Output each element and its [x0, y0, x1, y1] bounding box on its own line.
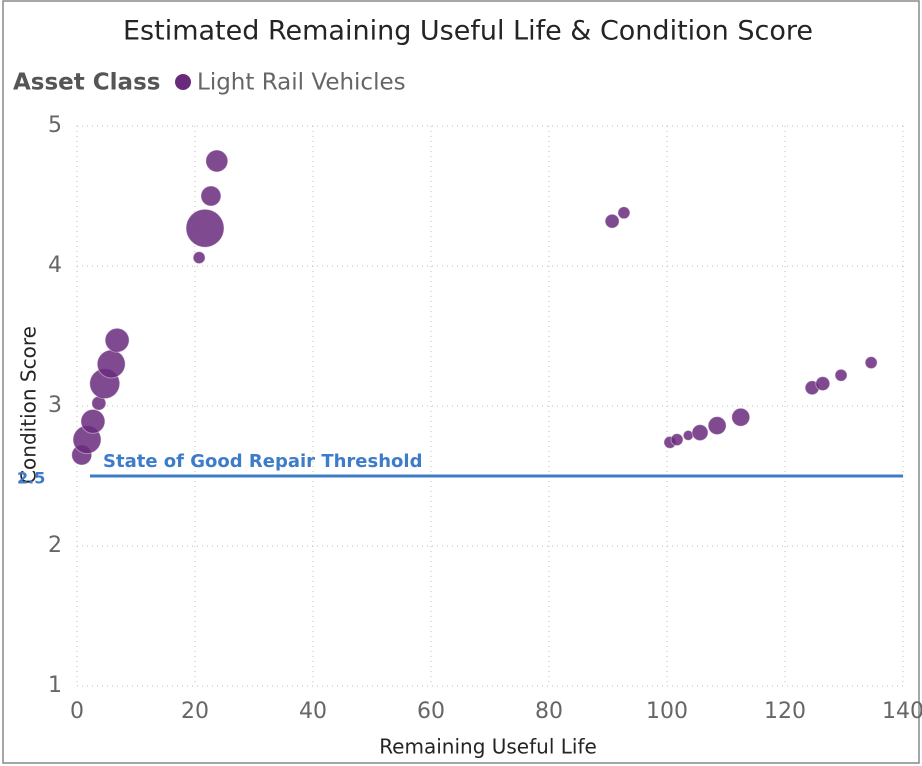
bubble [200, 185, 222, 207]
y-tick-label: 3 [48, 393, 62, 418]
y-tick-label: 2 [48, 533, 62, 558]
legend-title: Asset Class [13, 70, 160, 96]
bubble [707, 416, 727, 436]
bubble [670, 433, 684, 447]
x-tick-label: 100 [646, 699, 688, 724]
bubble [815, 376, 831, 392]
chart-title: Estimated Remaining Useful Life & Condit… [123, 16, 813, 47]
x-tick-label: 80 [535, 699, 563, 724]
y-tick-label: 1 [48, 673, 62, 698]
bubble [185, 208, 225, 248]
bubble [617, 206, 631, 220]
x-axis-label: Remaining Useful Life [379, 735, 597, 759]
bubble [80, 408, 106, 434]
x-tick-label: 40 [299, 699, 327, 724]
x-tick-label: 0 [70, 699, 84, 724]
bubble [104, 327, 130, 353]
y-tick-label: 5 [48, 113, 62, 138]
x-tick-label: 60 [417, 699, 445, 724]
bubble [834, 368, 848, 382]
bubble [864, 356, 878, 370]
x-tick-label: 20 [181, 699, 209, 724]
threshold-value: 2.5 [17, 469, 45, 488]
y-axis-label: Condition Score [17, 326, 41, 484]
x-tick-label: 140 [882, 699, 922, 724]
x-tick-label: 120 [764, 699, 806, 724]
bubble [96, 349, 126, 379]
threshold-label: State of Good Repair Threshold [103, 451, 422, 472]
bubble [604, 213, 620, 229]
legend-label: Light Rail Vehicles [197, 70, 406, 96]
bubble [691, 424, 709, 442]
bubble [205, 149, 229, 173]
bubble [192, 251, 206, 265]
y-tick-label: 4 [48, 253, 62, 278]
bubble [731, 407, 751, 427]
legend-marker [175, 74, 191, 90]
